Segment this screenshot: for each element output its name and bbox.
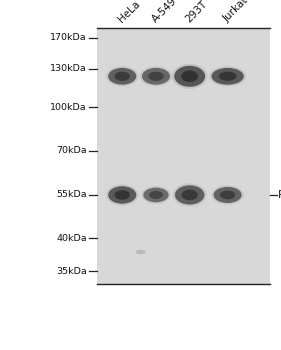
- Ellipse shape: [108, 186, 136, 204]
- Ellipse shape: [212, 68, 244, 85]
- Text: 55kDa: 55kDa: [56, 190, 87, 199]
- Ellipse shape: [108, 68, 136, 85]
- Ellipse shape: [140, 66, 172, 86]
- Ellipse shape: [214, 187, 242, 203]
- Ellipse shape: [149, 191, 163, 199]
- Text: HeLa: HeLa: [117, 0, 142, 25]
- Ellipse shape: [135, 250, 146, 254]
- Ellipse shape: [106, 184, 138, 205]
- Bar: [97, 28, 270, 284]
- Ellipse shape: [209, 66, 246, 86]
- Ellipse shape: [148, 72, 164, 81]
- Ellipse shape: [174, 66, 205, 87]
- Text: POLR1E: POLR1E: [278, 190, 281, 200]
- Text: 40kDa: 40kDa: [56, 233, 87, 243]
- Ellipse shape: [106, 66, 138, 86]
- Text: 35kDa: 35kDa: [56, 267, 87, 276]
- Text: 100kDa: 100kDa: [50, 103, 87, 112]
- Text: A-549: A-549: [150, 0, 179, 25]
- Text: 293T: 293T: [184, 0, 210, 25]
- Ellipse shape: [173, 183, 207, 206]
- Text: 130kDa: 130kDa: [50, 64, 87, 73]
- Ellipse shape: [115, 72, 130, 81]
- Ellipse shape: [142, 68, 170, 85]
- Text: 170kDa: 170kDa: [50, 33, 87, 42]
- Ellipse shape: [212, 185, 244, 205]
- Ellipse shape: [172, 64, 207, 89]
- Ellipse shape: [143, 188, 169, 202]
- Ellipse shape: [220, 190, 235, 199]
- Ellipse shape: [181, 71, 198, 82]
- Ellipse shape: [182, 190, 198, 200]
- Ellipse shape: [219, 72, 237, 81]
- Text: Jurkat: Jurkat: [222, 0, 251, 25]
- Ellipse shape: [175, 186, 205, 204]
- Ellipse shape: [115, 190, 130, 200]
- Text: 70kDa: 70kDa: [56, 146, 87, 155]
- Ellipse shape: [141, 186, 171, 204]
